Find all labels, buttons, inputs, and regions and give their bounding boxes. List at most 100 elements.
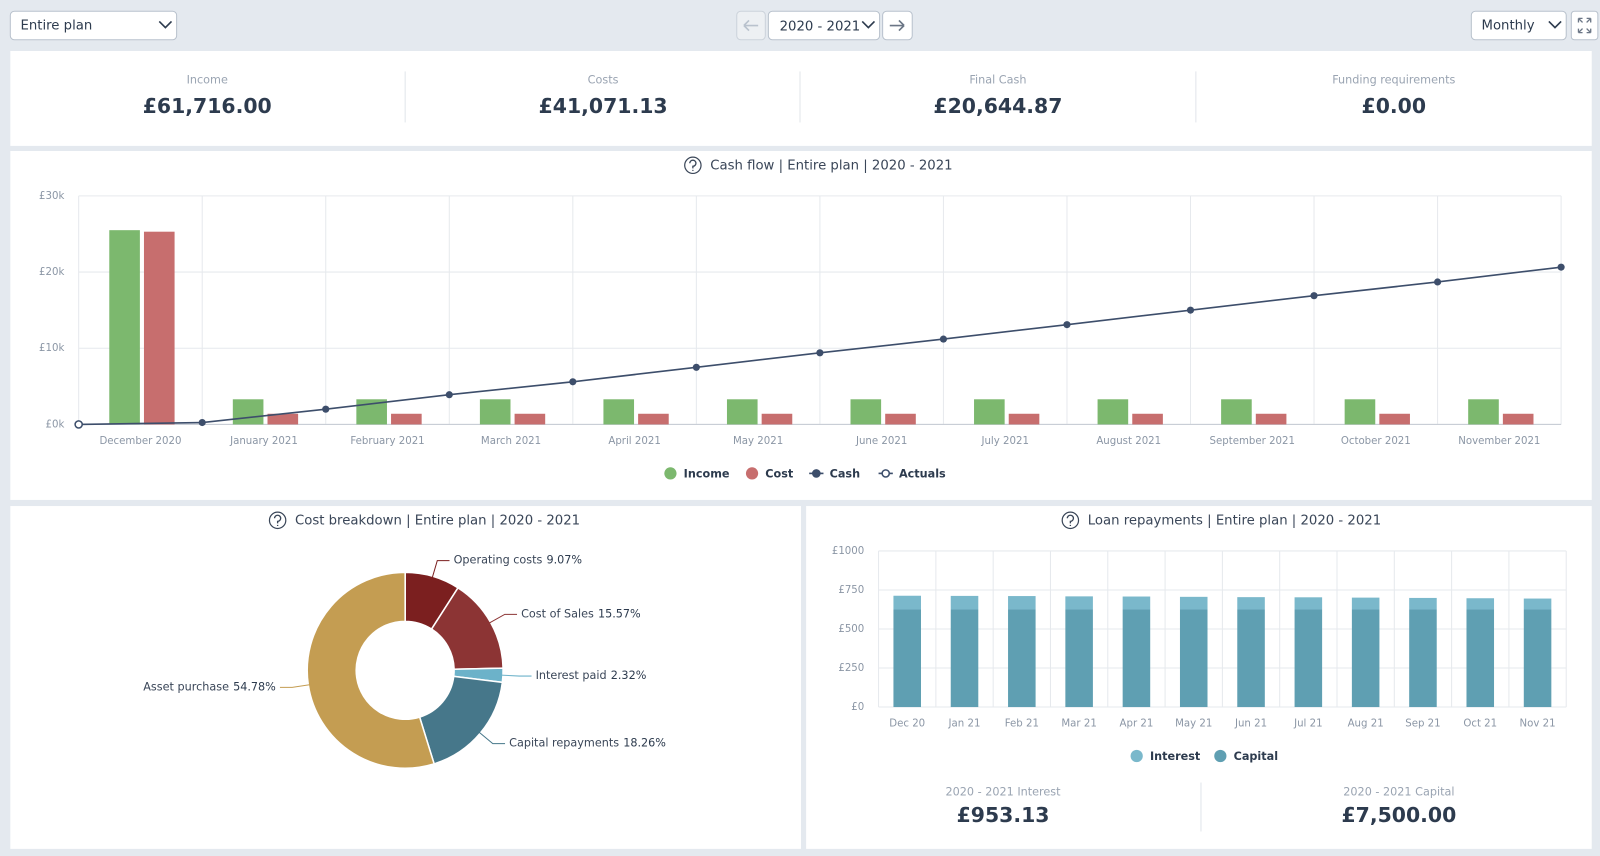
interval-dropdown[interactable] [1470,10,1567,41]
x-tick-label: May 21 [1175,718,1212,729]
cash-point [1434,278,1442,286]
y-tick-label: £250 [838,663,864,674]
bar [1255,413,1287,425]
summary-value: £0.00 [1362,94,1427,118]
bar-segment [1122,596,1151,610]
bar-segment [1065,609,1093,708]
bar-segment [1351,597,1380,610]
cash-point [1186,306,1195,314]
arrow-left [743,19,759,32]
chart-title: Cash flow | Entire plan | 2020 - 2021 [710,158,952,173]
interval-value: Monthly [1482,19,1535,34]
x-tick-label: Jun 21 [1234,718,1267,729]
leader-line [478,731,506,745]
slice-label: Asset purchase 54.78% [143,680,276,693]
cashflow-panel [10,150,1592,500]
x-tick-label: Dec 20 [889,718,925,729]
help-icon [684,156,702,175]
x-tick-label: Feb 21 [1005,718,1039,729]
loan-summary-value: £953.13 [957,803,1050,827]
bar [232,399,264,425]
slice-value: 18.26% [623,737,666,750]
scope-value: Entire plan [21,19,93,34]
bar [1379,413,1410,425]
y-tick-label: £1000 [832,546,864,557]
help-glyph [689,159,697,171]
slice-name: Cost of Sales [521,607,594,620]
x-tick-label: April 2021 [608,436,660,447]
summary-label: Costs [588,74,619,87]
cash-connector [78,421,203,426]
bar [638,413,669,425]
cash-point [322,405,330,413]
x-tick-label: May 2021 [733,436,783,447]
legend-label: Income [684,467,730,480]
slice-name: Interest paid [536,669,607,682]
slice-value: 2.32% [611,669,647,682]
bar [850,399,882,425]
bar-segment [1294,609,1323,708]
fullscreen-button[interactable] [1570,10,1599,41]
chevron [1548,20,1562,29]
x-tick-label: January 2021 [229,436,298,447]
cash-point [569,378,577,386]
bar [761,413,793,425]
x-tick-label: March 2021 [481,436,541,447]
x-tick-label: February 2021 [350,436,424,447]
bar-segment [1122,609,1151,708]
bar-segment [1466,609,1495,708]
bar [1132,413,1163,425]
scope-dropdown[interactable] [9,10,178,41]
x-tick-label: July 2021 [980,436,1029,447]
bar-segment [893,595,921,610]
legend-marker [1214,749,1227,763]
period-dropdown[interactable] [767,10,881,41]
bar-segment [1294,597,1323,610]
x-tick-label: Jul 21 [1293,718,1323,729]
bar [974,399,1005,425]
bar-segment [1523,598,1552,610]
summary-value: £41,071.13 [539,94,668,118]
help-glyph [1066,514,1075,526]
x-tick-label: Oct 21 [1463,718,1497,729]
bar-segment [950,595,979,610]
legend-marker [811,469,821,478]
slice-label: Cost of Sales 15.57% [521,607,641,620]
slice-label: Capital repayments 18.26% [509,737,666,750]
cash-point [1557,263,1565,271]
donut-slice [306,571,436,769]
bar-segment [1237,597,1265,610]
slice-name: Capital repayments [509,737,619,750]
bar-segment [1466,598,1495,610]
bar-segment [1409,609,1437,708]
x-tick-label: Jan 21 [948,718,981,729]
y-tick-label: £750 [838,585,864,596]
cash-point [1063,321,1071,329]
x-tick-label: October 2021 [1341,436,1411,447]
help-icon [268,511,287,530]
legend-label: Actuals [899,467,946,480]
bar [603,399,635,425]
x-tick-label: Apr 21 [1120,718,1154,729]
cash-point [198,418,206,427]
help-glyph [273,514,282,526]
bar-segment [1409,597,1437,610]
chart-title: Cost breakdown | Entire plan | 2020 - 20… [295,513,580,528]
bar [267,413,299,425]
x-tick-label: June 2021 [855,436,907,447]
slice-value: 15.57% [598,607,641,620]
slice-label: Interest paid 2.32% [536,669,647,682]
x-tick-label: Sep 21 [1405,718,1440,729]
leader-line [500,674,532,677]
cash-point [445,391,453,399]
bar-segment [1351,609,1380,708]
bar [514,413,546,425]
x-tick-label: Mar 21 [1061,718,1096,729]
leader-line [279,684,311,688]
legend-label: Capital [1234,750,1278,763]
bar [1097,399,1129,425]
y-tick-label: £20k [39,267,64,278]
legend-label: Cost [765,467,794,480]
bar-segment [1179,609,1208,708]
cash-line [202,266,1562,424]
